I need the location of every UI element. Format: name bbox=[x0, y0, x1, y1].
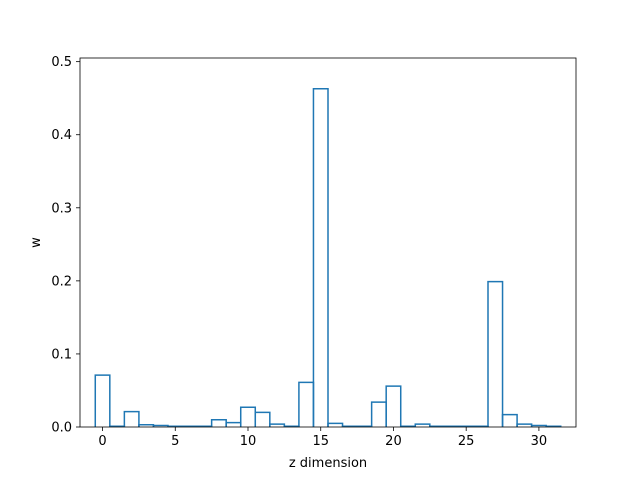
histogram-bar bbox=[94, 374, 111, 427]
y-tick-label: 0.4 bbox=[51, 128, 72, 143]
axes-frame bbox=[79, 57, 577, 428]
x-tick-label: 30 bbox=[531, 434, 548, 449]
y-tick-label: 0.5 bbox=[51, 55, 72, 70]
plot-area bbox=[94, 87, 562, 428]
histogram-bar bbox=[312, 87, 329, 427]
axes: 0 5 10 15 20 25 30 0.0 0.1 0.2 0.3 0.4 0.5 bbox=[51, 55, 577, 449]
x-axis-label: z dimension bbox=[289, 456, 367, 471]
histogram-bar bbox=[254, 411, 271, 427]
histogram-bar bbox=[385, 385, 402, 427]
histogram-bar bbox=[123, 410, 140, 427]
x-tick-label: 5 bbox=[171, 434, 179, 449]
y-tick-label: 0.1 bbox=[51, 347, 72, 362]
x-tick-label: 20 bbox=[385, 434, 402, 449]
y-tick-label: 0.0 bbox=[51, 421, 72, 436]
x-tick-label: 25 bbox=[458, 434, 475, 449]
histogram-bar bbox=[327, 422, 344, 427]
y-tick-label: 0.2 bbox=[51, 274, 72, 289]
histogram-bar bbox=[501, 413, 518, 427]
x-tick-label: 15 bbox=[312, 434, 329, 449]
y-tick-label: 0.3 bbox=[51, 201, 72, 216]
x-tick-label: 0 bbox=[98, 434, 106, 449]
histogram-bar bbox=[487, 280, 504, 427]
y-axis-label: w bbox=[29, 237, 44, 248]
x-tick-label: 10 bbox=[240, 434, 257, 449]
